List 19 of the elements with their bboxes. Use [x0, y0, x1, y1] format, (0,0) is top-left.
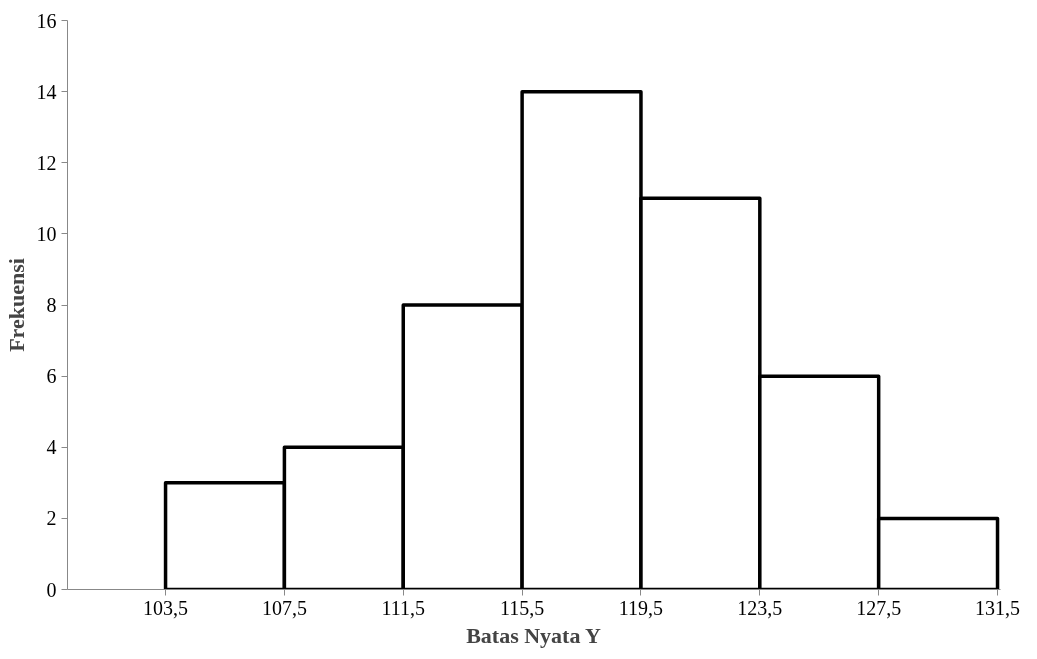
x-tick-label: 123,5 — [737, 596, 783, 619]
y-tick-label: 8 — [46, 294, 57, 316]
y-tick-label: 10 — [36, 222, 57, 245]
x-tick-label: 107,5 — [261, 596, 307, 619]
y-tick-label: 16 — [36, 9, 57, 32]
x-tick-label: 111,5 — [381, 596, 426, 619]
x-tick-label: 103,5 — [143, 596, 189, 619]
y-tick-label: 0 — [46, 578, 57, 601]
x-tick-label: 131,5 — [975, 596, 1021, 619]
x-tick-label: 119,5 — [618, 596, 664, 619]
x-axis-title: Batas Nyata Y — [466, 622, 602, 648]
y-tick-label: 14 — [36, 80, 57, 103]
y-tick-label: 4 — [46, 436, 57, 459]
y-tick-label: 6 — [46, 365, 57, 388]
x-tick-label: 115,5 — [499, 596, 545, 619]
y-tick-label: 2 — [46, 507, 57, 530]
y-axis-title: Frekuensi — [3, 258, 29, 352]
x-tick-label: 127,5 — [856, 596, 902, 619]
y-tick-label: 12 — [36, 151, 57, 174]
